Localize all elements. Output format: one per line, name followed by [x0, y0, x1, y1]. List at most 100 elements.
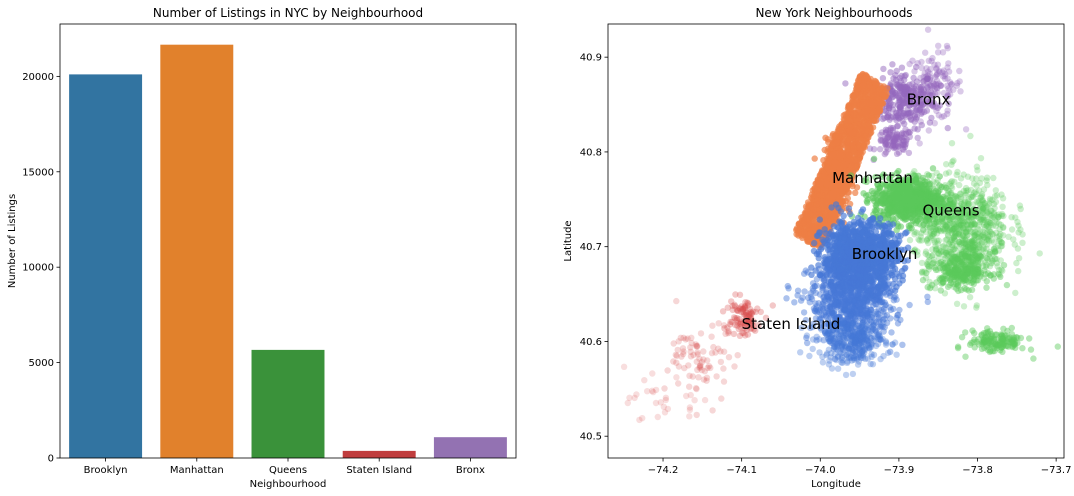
scatter-point — [934, 176, 941, 184]
scatter-point — [914, 91, 921, 98]
scatter-point — [900, 130, 908, 137]
scatter-point — [906, 95, 914, 102]
scatter-point — [974, 167, 981, 174]
scatter-point — [980, 186, 988, 193]
scatter-point — [911, 101, 918, 108]
scatter-point — [877, 136, 884, 144]
scatter-point — [895, 143, 902, 150]
scatter-point — [834, 133, 842, 140]
scatter-point — [1019, 239, 1026, 246]
scatter-point — [960, 303, 968, 310]
scatter-point — [931, 85, 938, 93]
scatter-point — [844, 138, 851, 145]
scatter-point — [930, 82, 938, 89]
scatter-point — [892, 138, 899, 145]
scatter-point — [927, 82, 934, 89]
scatter-point — [920, 86, 927, 93]
scatter-point — [869, 85, 876, 93]
scatter-point — [896, 136, 903, 143]
scatter-point — [983, 255, 990, 262]
scatter-point — [888, 131, 896, 139]
scatter-point — [935, 112, 942, 119]
scatter-point — [885, 110, 892, 117]
scatter-point — [926, 119, 934, 126]
scatter-point — [925, 91, 933, 98]
scatter-point — [1000, 325, 1007, 332]
scatter-point — [937, 287, 944, 294]
scatter-point — [945, 68, 953, 75]
scatter-point — [978, 345, 986, 353]
scatter-point — [936, 264, 944, 272]
scatter-point — [919, 90, 926, 97]
scatter-point — [877, 137, 884, 144]
scatter-point — [984, 343, 991, 351]
scatter-point — [929, 54, 936, 62]
scatter-point — [995, 220, 1003, 227]
scatter-point — [892, 142, 899, 149]
scatter-point — [863, 198, 870, 205]
scatter-point — [882, 149, 890, 156]
scatter-point — [905, 129, 913, 136]
bar-x-axis-ticks: Brooklyn Manhattan Queens Staten Island Bron… — [84, 458, 485, 476]
scatter-point — [992, 187, 999, 194]
scatter-point — [912, 176, 919, 183]
scatter-point — [894, 133, 901, 141]
scatter-point — [929, 102, 936, 109]
scatter-point — [893, 192, 900, 199]
scatter-point — [946, 187, 953, 195]
scatter-point — [843, 120, 850, 127]
bar-queens — [251, 349, 325, 458]
scatter-point — [977, 155, 985, 162]
scatter-point — [889, 127, 896, 134]
scatter-point — [828, 204, 835, 211]
scatter-point — [962, 353, 969, 360]
scatter-point — [838, 127, 846, 134]
scatter-point — [933, 84, 940, 91]
scatter-point — [1030, 355, 1037, 362]
scatter-point — [944, 92, 951, 99]
scatter-point — [1012, 214, 1019, 221]
scatter-point — [970, 243, 977, 250]
scatter-point — [852, 189, 859, 196]
scatter-point — [893, 150, 901, 157]
scatter-point — [881, 138, 889, 145]
scatter-point — [882, 135, 889, 142]
scatter-point — [924, 79, 931, 86]
scatter-point — [962, 253, 969, 260]
scatter-point — [945, 169, 953, 176]
scatter-point — [844, 110, 851, 118]
scatter-point — [893, 130, 901, 137]
scatter-point — [931, 90, 939, 97]
scatter-point — [821, 146, 828, 154]
scatter-point — [983, 278, 990, 285]
scatter-point — [918, 103, 926, 110]
scatter-point — [852, 111, 859, 118]
scatter-point — [918, 83, 925, 91]
scatter-point — [826, 212, 833, 219]
scatter-point — [939, 73, 947, 80]
scatter-point — [931, 61, 938, 68]
scatter-point — [899, 145, 907, 153]
scatter-point — [896, 93, 903, 101]
scatter-point — [1008, 226, 1016, 233]
scatter-point — [1000, 341, 1007, 348]
scatter-point — [941, 182, 949, 189]
scatter-point — [919, 276, 927, 284]
y-tick-label: 20000 — [22, 72, 54, 83]
scatter-point — [924, 101, 932, 109]
bar-x-axis-label: Neighbourhood — [250, 479, 327, 490]
scatter-point — [971, 273, 978, 281]
scatter-point — [905, 149, 913, 157]
scatter-point — [860, 102, 868, 109]
scatter-point — [954, 344, 962, 352]
scatter-point — [887, 132, 894, 139]
scatter-point — [902, 126, 909, 133]
scatter-point — [940, 112, 948, 120]
scatter-point — [832, 160, 839, 167]
scatter-point — [857, 146, 864, 154]
scatter-point — [898, 64, 906, 71]
scatter-point — [917, 99, 925, 107]
scatter-point — [875, 223, 882, 230]
scatter-point — [944, 93, 951, 100]
scatter-point — [890, 144, 898, 152]
